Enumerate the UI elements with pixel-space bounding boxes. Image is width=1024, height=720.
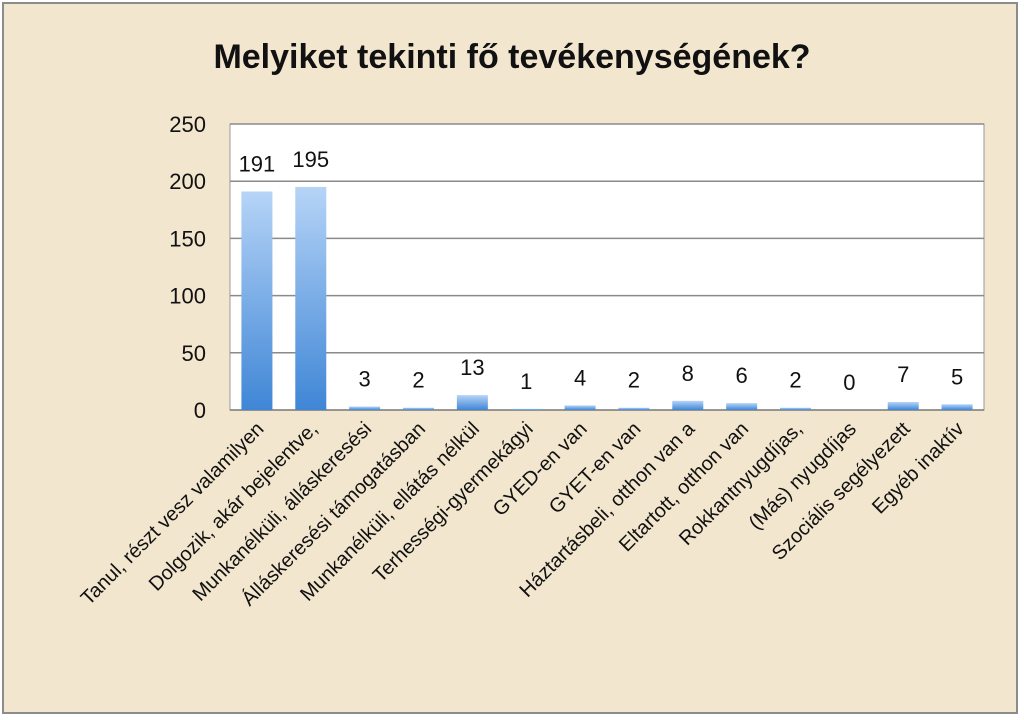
data-label: 2	[412, 368, 424, 393]
y-tick-label: 0	[194, 398, 206, 423]
bar	[295, 186, 327, 410]
data-label: 4	[574, 365, 586, 390]
data-label: 8	[682, 361, 694, 386]
bar	[887, 401, 919, 410]
data-label: 1	[520, 369, 532, 394]
plot-area	[229, 123, 985, 411]
data-label: 5	[951, 364, 963, 389]
chart-title: Melyiket tekinti fő tevékenységének?	[213, 38, 811, 76]
bar	[780, 407, 811, 410]
data-label: 0	[843, 370, 855, 395]
bar	[618, 407, 650, 410]
data-label: 2	[628, 368, 640, 393]
data-label: 13	[460, 355, 484, 380]
y-tick-label: 100	[169, 284, 206, 309]
y-tick-label: 50	[182, 341, 206, 366]
bar	[564, 405, 596, 410]
data-label: 195	[292, 147, 329, 172]
data-label: 6	[736, 363, 748, 388]
x-category-label: GYED-en van	[489, 418, 592, 521]
bar	[456, 395, 488, 410]
bar	[241, 191, 273, 410]
bar	[349, 406, 381, 410]
data-label: 191	[239, 151, 276, 176]
bar	[510, 408, 542, 410]
bar	[403, 407, 434, 410]
y-tick-label: 250	[169, 112, 206, 137]
y-tick-label: 150	[169, 226, 206, 251]
bar	[726, 403, 758, 410]
data-label: 2	[789, 368, 801, 393]
bar	[672, 400, 704, 410]
data-label: 7	[897, 362, 909, 387]
bar	[941, 404, 973, 410]
y-tick-label: 200	[169, 169, 206, 194]
data-label: 3	[359, 367, 371, 392]
